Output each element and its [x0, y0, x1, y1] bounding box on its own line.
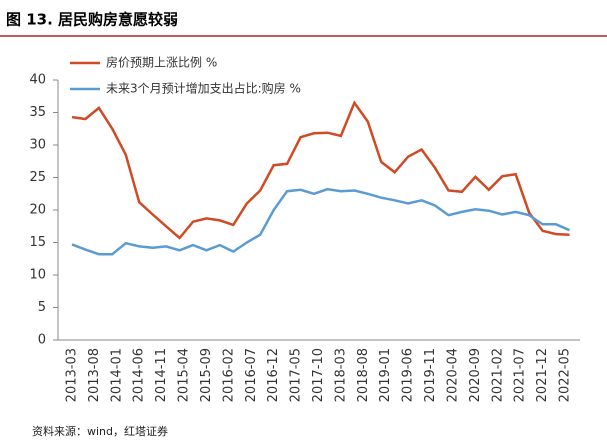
x-tick-label: 2020-09: [468, 348, 483, 402]
y-tick-label: 25: [29, 170, 46, 185]
x-tick-label: 2022-05: [558, 348, 573, 402]
y-tick-label: 10: [29, 268, 46, 283]
y-tick-label: 30: [29, 138, 46, 153]
legend-label: 未来3个月预计增加支出占比:购房 %: [106, 81, 301, 96]
y-tick-label: 20: [29, 203, 46, 218]
y-tick-label: 0: [38, 333, 46, 348]
x-tick-label: 2016-12: [266, 348, 281, 402]
chart-title: 图 13. 居民购房意愿较弱: [6, 11, 178, 29]
y-tick-label: 15: [29, 235, 46, 250]
x-tick-label: 2020-04: [445, 348, 460, 402]
x-tick-label: 2019-11: [423, 348, 438, 402]
x-tick-label: 2013-08: [87, 348, 102, 402]
x-tick-label: 2018-03: [333, 348, 348, 402]
source: 资料来源：wind，红塔证券: [32, 424, 168, 438]
x-tick-label: 2014-06: [132, 348, 147, 402]
x-tick-label: 2015-04: [177, 348, 192, 402]
x-tick-label: 2019-06: [401, 348, 416, 402]
x-tick-label: 2017-05: [289, 348, 304, 402]
x-tick-label: 2021-07: [513, 348, 528, 402]
series-line: [71, 187, 571, 256]
x-tick-label: 2019-01: [378, 348, 393, 402]
x-tick-label: 2014-11: [154, 348, 169, 402]
series-line: [71, 100, 570, 240]
x-tick-label: 2013-03: [65, 348, 80, 402]
x-tick-label: 2015-09: [199, 348, 214, 402]
x-tick-label: 2017-10: [311, 348, 326, 402]
y-tick-label: 40: [29, 73, 46, 88]
x-tick-label: 2018-08: [356, 348, 371, 402]
y-tick-label: 5: [38, 300, 46, 315]
x-tick-label: 2021-02: [490, 348, 505, 402]
x-tick-label: 2016-02: [221, 348, 236, 402]
x-tick-label: 2014-01: [109, 348, 124, 402]
x-tick-label: 2016-07: [244, 348, 259, 402]
y-tick-label: 35: [29, 105, 46, 120]
legend-label: 房价预期上涨比例 %: [106, 55, 217, 70]
x-tick-label: 2021-12: [535, 348, 550, 402]
